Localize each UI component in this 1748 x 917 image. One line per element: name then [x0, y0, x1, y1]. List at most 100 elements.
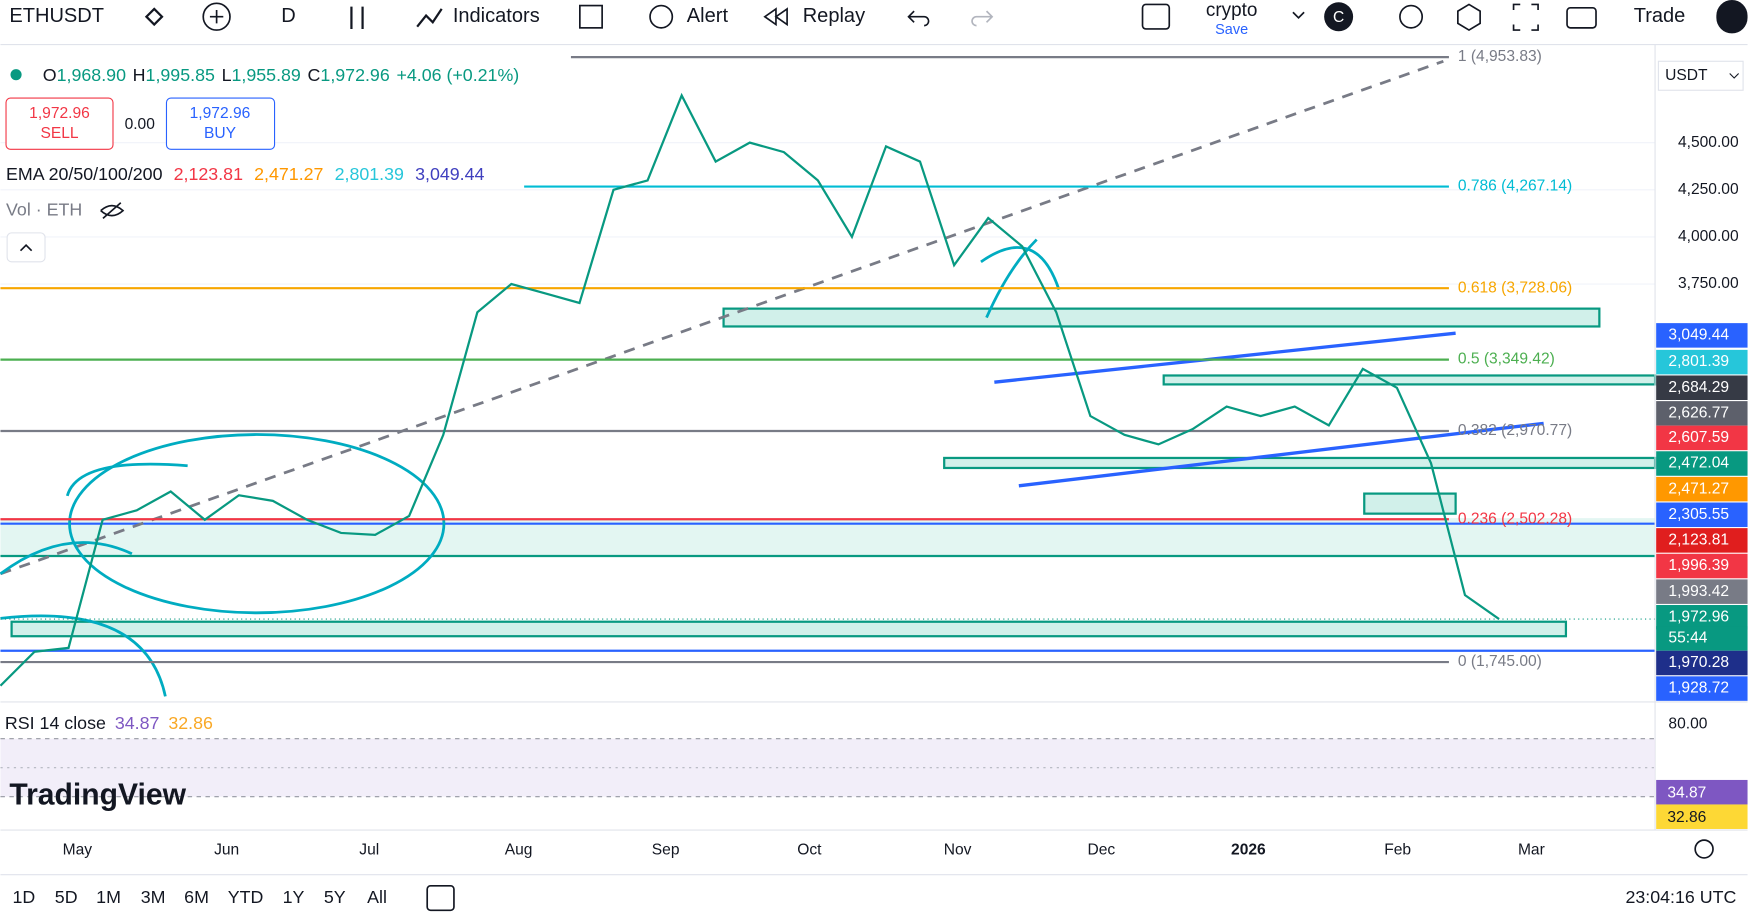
x-tick-label: Oct	[797, 841, 822, 858]
price-label-box	[1656, 476, 1748, 502]
range-button[interactable]: 6M	[184, 887, 209, 907]
buy-button[interactable]	[165, 97, 276, 150]
save-button[interactable]: Save	[1215, 22, 1248, 38]
x-tick-label: Feb	[1384, 841, 1411, 858]
price-label-box	[1656, 401, 1748, 426]
chart-type-icon[interactable]	[350, 6, 364, 29]
range-button[interactable]: All	[367, 887, 387, 907]
trend-line	[0, 59, 1444, 576]
range-button[interactable]: YTD	[228, 887, 264, 907]
price-label: 1,972.96	[1668, 608, 1729, 625]
sell-button[interactable]	[5, 97, 114, 150]
price-label-box	[1656, 676, 1748, 701]
avatar[interactable]	[1324, 2, 1354, 32]
collapse-button[interactable]	[6, 232, 46, 263]
legend-item: C	[308, 64, 321, 84]
x-tick-label: May	[63, 841, 93, 858]
price-label: 2,305.55	[1668, 506, 1729, 523]
price-label-box	[1656, 425, 1748, 451]
legend-item: 1,972.96	[320, 64, 389, 84]
x-tick-label: Jun	[214, 841, 239, 858]
range-button[interactable]: 1D	[12, 887, 35, 907]
legend-item: 32.86	[168, 713, 213, 733]
goto-date[interactable]	[426, 884, 455, 912]
interval[interactable]: D	[281, 5, 295, 27]
x-tick-label: Jul	[359, 841, 379, 858]
redo[interactable]	[971, 10, 994, 27]
rsi-tick: 80.00	[1668, 715, 1707, 732]
price-label: 2,472.04	[1668, 455, 1729, 472]
alert-button[interactable]: Alert	[687, 5, 729, 27]
brand: TradingView	[9, 779, 186, 812]
y-tick-label: 4,000.00	[1678, 228, 1739, 245]
symbol-icon[interactable]	[144, 7, 164, 27]
currency[interactable]: USDT	[1665, 67, 1708, 84]
side-button[interactable]	[1716, 0, 1748, 34]
currency-dropdown	[1729, 73, 1740, 79]
spread: 0.00	[125, 116, 156, 133]
price-label-box	[1656, 553, 1748, 579]
trade-button[interactable]: Trade	[1634, 5, 1686, 27]
fullscreen[interactable]	[1512, 3, 1539, 31]
templates-icon[interactable]	[579, 4, 603, 29]
legend-item: RSI 14 close	[5, 713, 106, 733]
axis-settings[interactable]	[1694, 839, 1714, 859]
symbol[interactable]: ETHUSDT	[9, 5, 104, 27]
legend-item: 3,049.44	[415, 164, 484, 184]
fib-label: 0.618 (3,728.06)	[1458, 279, 1572, 296]
legend-item: 1,968.90	[57, 64, 126, 84]
legend-item: O	[43, 64, 57, 84]
price-label: 1,970.28	[1668, 654, 1729, 671]
legend-item: +4.06 (+0.21%)	[396, 64, 519, 84]
legend-item: 34.87	[115, 713, 160, 733]
layout-dropdown[interactable]	[1292, 11, 1305, 20]
snapshot[interactable]	[1566, 6, 1597, 29]
replay-button[interactable]: Replay	[803, 5, 865, 27]
zone-box	[1162, 374, 1657, 386]
range-button[interactable]: 3M	[141, 887, 166, 907]
price-label-box	[1656, 323, 1748, 348]
indicators-button[interactable]: Indicators	[453, 5, 540, 27]
price-pane	[0, 55, 1657, 697]
hide-icon[interactable]	[100, 202, 125, 220]
legend-item: 1,995.85	[146, 64, 215, 84]
fib-label: 0 (1,745.00)	[1458, 653, 1542, 670]
price-label: 2,471.27	[1668, 480, 1729, 497]
fib-label: 0.236 (2,502.28)	[1458, 510, 1572, 527]
indicators-icon	[416, 8, 443, 28]
price-label-box	[1656, 626, 1748, 651]
x-tick-label: Dec	[1087, 841, 1115, 858]
rsi-ma-label: 32.86	[1667, 809, 1706, 826]
zone-box	[10, 620, 1568, 638]
layout-name[interactable]: crypto	[1206, 0, 1258, 21]
range-button[interactable]: 1M	[96, 887, 121, 907]
undo[interactable]	[907, 10, 930, 27]
buy-price: 1,972.96	[190, 105, 251, 122]
sell-label: SELL	[40, 125, 78, 142]
ohlc-legend: O1,968.90 H1,995.85 L1,955.89 C1,972.96 +4.0…	[43, 64, 519, 84]
quick-search[interactable]	[1399, 4, 1424, 29]
fib-label: 0.786 (4,267.14)	[1458, 178, 1572, 195]
rsi-value-box	[1656, 779, 1748, 805]
y-tick-label: 4,500.00	[1678, 134, 1739, 151]
volume-legend: Vol · ETH	[6, 199, 82, 219]
clock: 23:04:16 UTC	[1625, 887, 1736, 907]
price-label: 55:44	[1668, 630, 1707, 647]
currency-select[interactable]	[1657, 60, 1744, 91]
replay-icon	[763, 7, 788, 27]
zone-box	[943, 456, 1657, 470]
price-label: 2,123.81	[1668, 532, 1729, 549]
add-symbol[interactable]	[202, 2, 231, 31]
price-label: 1,996.39	[1668, 557, 1729, 574]
layout-icon[interactable]	[1141, 3, 1171, 30]
zone-box	[722, 307, 1601, 328]
channel-line	[1018, 421, 1544, 488]
settings[interactable]	[1457, 3, 1481, 32]
range-button[interactable]: 5D	[55, 887, 78, 907]
y-tick-label: 3,750.00	[1678, 275, 1739, 292]
price-label-box	[1656, 375, 1748, 401]
range-button[interactable]: 5Y	[324, 887, 346, 907]
avatar-letter: C	[1333, 9, 1344, 26]
price-label-box	[1656, 579, 1748, 604]
range-button[interactable]: 1Y	[283, 887, 305, 907]
